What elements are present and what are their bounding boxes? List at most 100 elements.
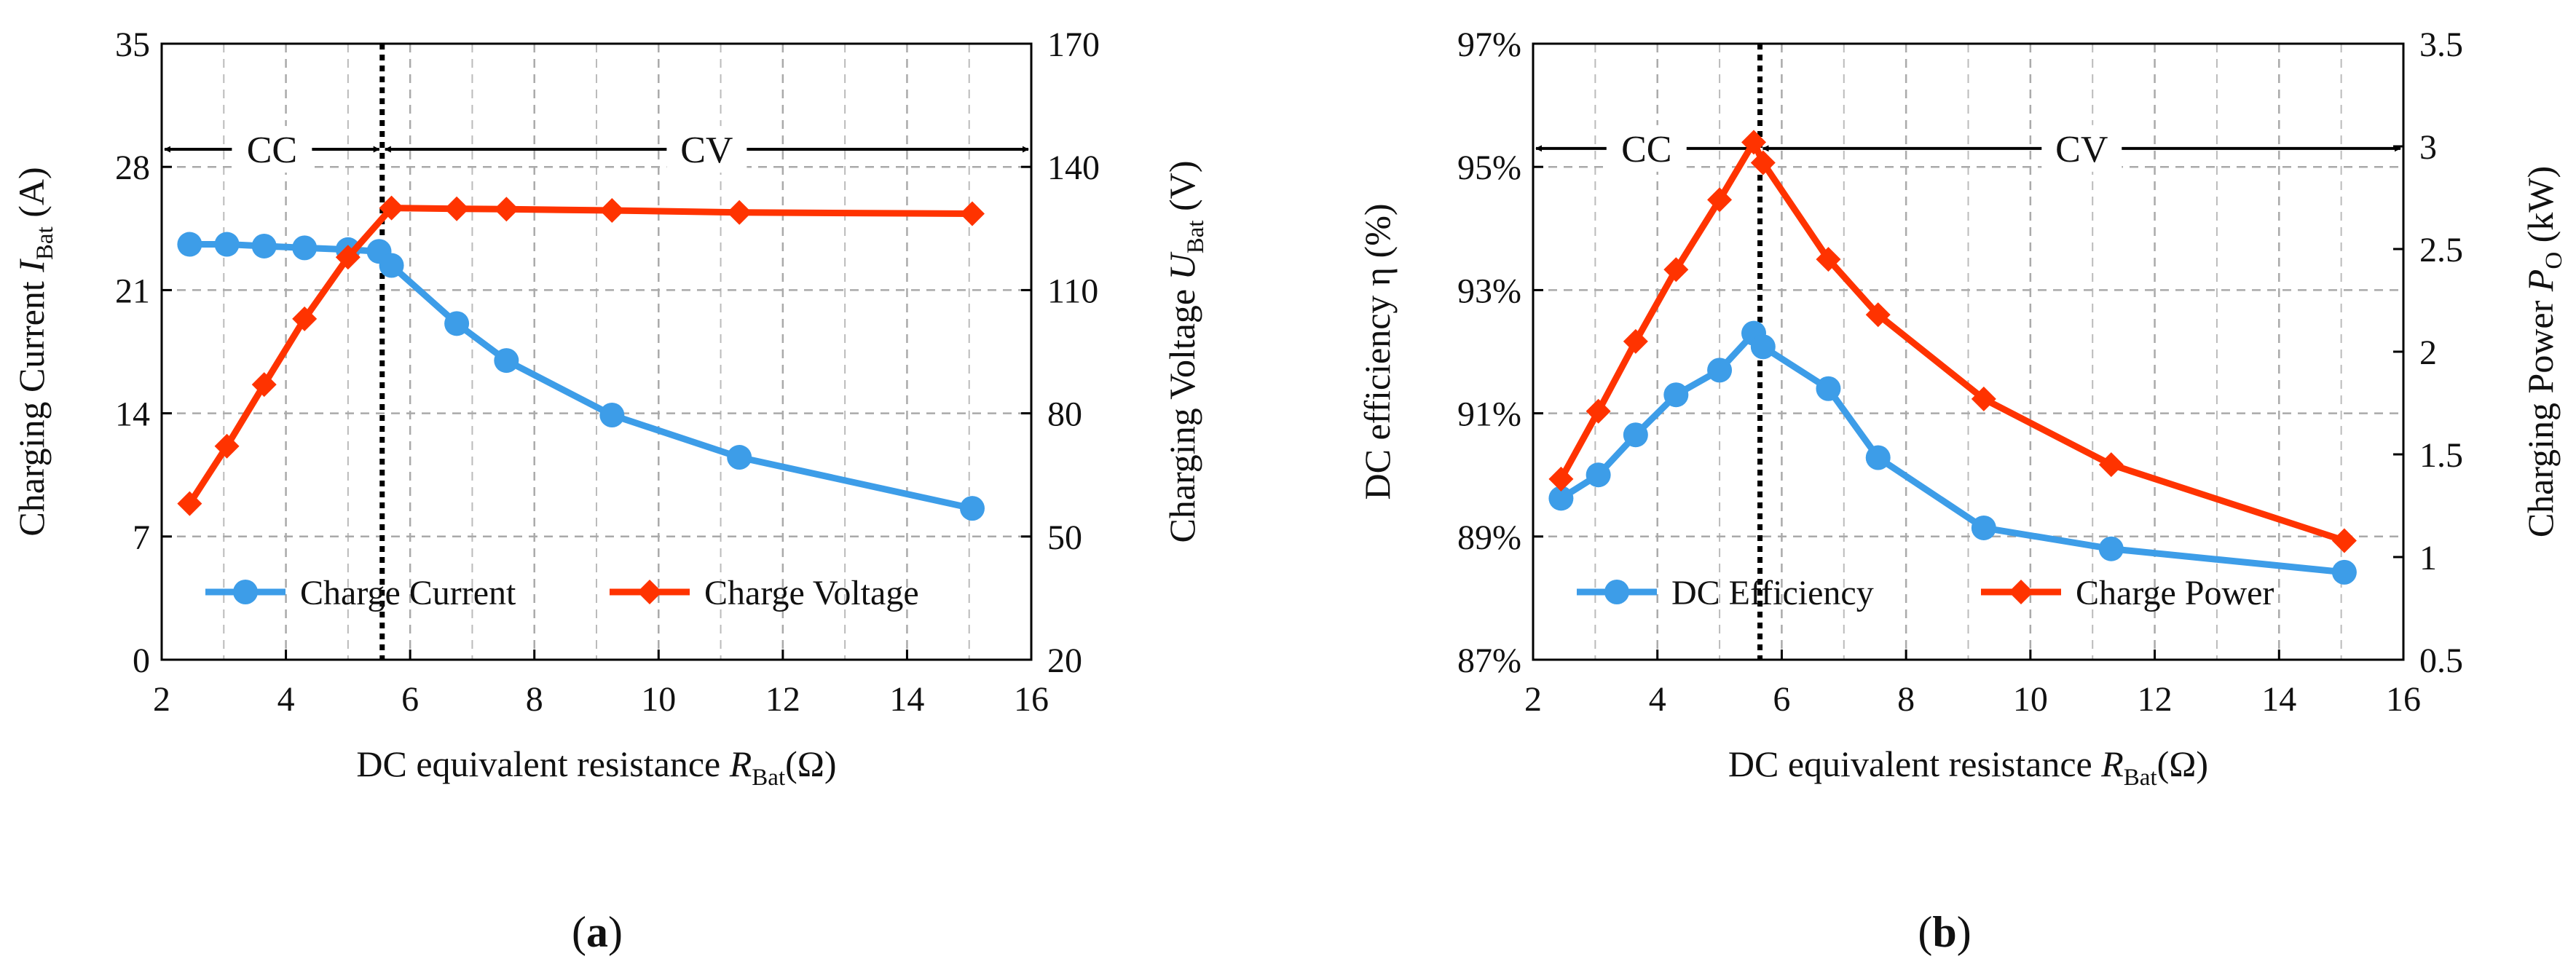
data-point — [214, 232, 240, 257]
y-right-tick-label: 2 — [2419, 333, 2437, 372]
cv-region-label: CV — [680, 130, 733, 171]
cc-region-label: CC — [1621, 129, 1671, 170]
y-left-axis-unit: (A) — [11, 167, 52, 226]
data-point — [1548, 486, 1574, 511]
data-point — [599, 403, 625, 428]
data-point — [1623, 328, 1648, 354]
y-right-tick-label: 3 — [2419, 128, 2437, 167]
cv-label-bg — [2041, 125, 2122, 172]
y-left-tick-label: 93% — [1457, 272, 1521, 310]
x-tick-label: 6 — [1773, 680, 1790, 719]
y-right-tick-label: 140 — [1047, 149, 1100, 187]
legend-swatch-marker — [2009, 580, 2033, 604]
data-point — [1586, 398, 1611, 424]
x-tick-label: 12 — [765, 680, 800, 719]
data-point — [1663, 257, 1689, 283]
data-point — [727, 200, 752, 225]
legend-swatch-marker — [637, 580, 662, 604]
data-point — [1816, 247, 1841, 272]
cc-label-bg — [232, 126, 312, 173]
panel-label-letter: a — [586, 908, 608, 956]
y-left-axis-label: Charging Current IBat (A) — [11, 167, 58, 536]
x-tick-label: 6 — [401, 680, 419, 719]
y-right-tick-label: 1 — [2419, 539, 2437, 577]
y-left-tick-label: 7 — [133, 518, 150, 557]
cc-label-bg — [1606, 125, 1687, 172]
chart-panel-a: 2 4 6 8 10 12 14 16 0 7 14 21 28 35 20 50 80 110 140 170 DC … — [11, 25, 1209, 956]
data-point — [379, 195, 404, 221]
panel-label-open: ( — [1918, 908, 1932, 956]
x-tick-label: 8 — [1897, 680, 1915, 719]
data-point — [444, 196, 470, 221]
y-left-axis-label-text: DC efficiency η (%) — [1357, 203, 1398, 500]
y-right-tick-label: 170 — [1047, 25, 1100, 64]
panel-label: (b) — [1918, 908, 1971, 956]
x-axis-subscript: Bat — [752, 765, 785, 791]
x-tick-label: 10 — [641, 680, 676, 719]
data-point — [1548, 466, 1574, 492]
series-line — [189, 241, 973, 512]
data-point — [727, 445, 752, 470]
data-point — [599, 197, 625, 223]
data-point — [251, 372, 277, 398]
data-point — [251, 233, 277, 258]
y-left-tick-label: 91% — [1457, 395, 1521, 434]
x-axis-label: DC equivalent resistance RBat(Ω) — [1728, 743, 2208, 791]
y-right-tick-label: 50 — [1047, 518, 1082, 557]
series-line — [1558, 138, 2346, 544]
data-point — [1971, 515, 1996, 540]
x-axis-label: DC equivalent resistance RBat(Ω) — [356, 743, 836, 791]
legend: Charge Current Charge Voltage — [205, 574, 919, 612]
data-point — [2098, 452, 2124, 478]
data-point — [379, 253, 404, 278]
data-point — [292, 235, 318, 261]
x-tick-label: 4 — [1649, 680, 1666, 719]
y-left-axis-label: DC efficiency η (%) — [1357, 203, 1398, 500]
y-right-axis-label-text: Charging Voltage — [1162, 280, 1202, 542]
cv-label-bg — [666, 126, 747, 173]
data-point — [1865, 445, 1891, 470]
y-left-tick-label: 21 — [115, 272, 150, 310]
series-charge-power — [1548, 130, 2357, 553]
panel-label-open: ( — [572, 908, 586, 956]
series-charge-voltage — [177, 195, 985, 516]
cc-region-label: CC — [247, 130, 297, 171]
data-point — [1865, 302, 1891, 328]
data-point — [959, 201, 985, 226]
x-axis-unit: (Ω) — [785, 743, 836, 784]
x-tick-label: 14 — [2261, 680, 2296, 719]
legend: DC Efficiency Charge Power — [1577, 574, 2274, 612]
y-left-tick-label: 89% — [1457, 518, 1521, 557]
y-left-axis-label-text: Charging Current — [11, 272, 52, 537]
x-tick-label: 4 — [277, 680, 295, 719]
x-axis-unit: (Ω) — [2157, 743, 2208, 784]
legend-swatch-marker — [1604, 580, 1629, 604]
y-right-tick-label: 3.5 — [2419, 25, 2463, 64]
y-left-tick-label: 97% — [1457, 25, 1521, 64]
legend-entry-label: Charge Power — [2076, 574, 2274, 612]
y-right-tick-label: 0.5 — [2419, 642, 2463, 680]
x-axis-label-text: DC equivalent resistance — [1728, 743, 2101, 784]
x-tick-label: 2 — [153, 680, 170, 719]
y-right-axis-unit: (kW) — [2520, 166, 2561, 252]
y-left-axis-subscript: Bat — [32, 226, 58, 260]
data-point — [177, 232, 202, 257]
chart-panel-b: 2 4 6 8 10 12 14 16 87% 89% 91% 93% 95% 97% 0.5 1 1.5 2 2.… — [1357, 25, 2567, 956]
y-left-tick-label: 14 — [115, 395, 150, 434]
panel-label-close: ) — [608, 908, 623, 956]
cv-region-label: CV — [2055, 129, 2108, 170]
data-point — [959, 496, 985, 521]
region-arrows: CC CV — [164, 126, 1029, 173]
data-point — [494, 348, 519, 374]
y-right-axis-subscript: O — [2541, 252, 2567, 269]
plot-frame — [160, 42, 1033, 661]
y-right-tick-label: 1.5 — [2419, 436, 2463, 475]
x-tick-label: 16 — [1014, 680, 1049, 719]
data-point — [1750, 150, 1776, 175]
data-point — [335, 245, 361, 270]
y-right-axis-label: Charging Power PO (kW) — [2520, 166, 2567, 537]
x-axis-symbol: R — [2100, 743, 2124, 784]
data-point — [177, 491, 202, 516]
data-point — [292, 306, 318, 331]
